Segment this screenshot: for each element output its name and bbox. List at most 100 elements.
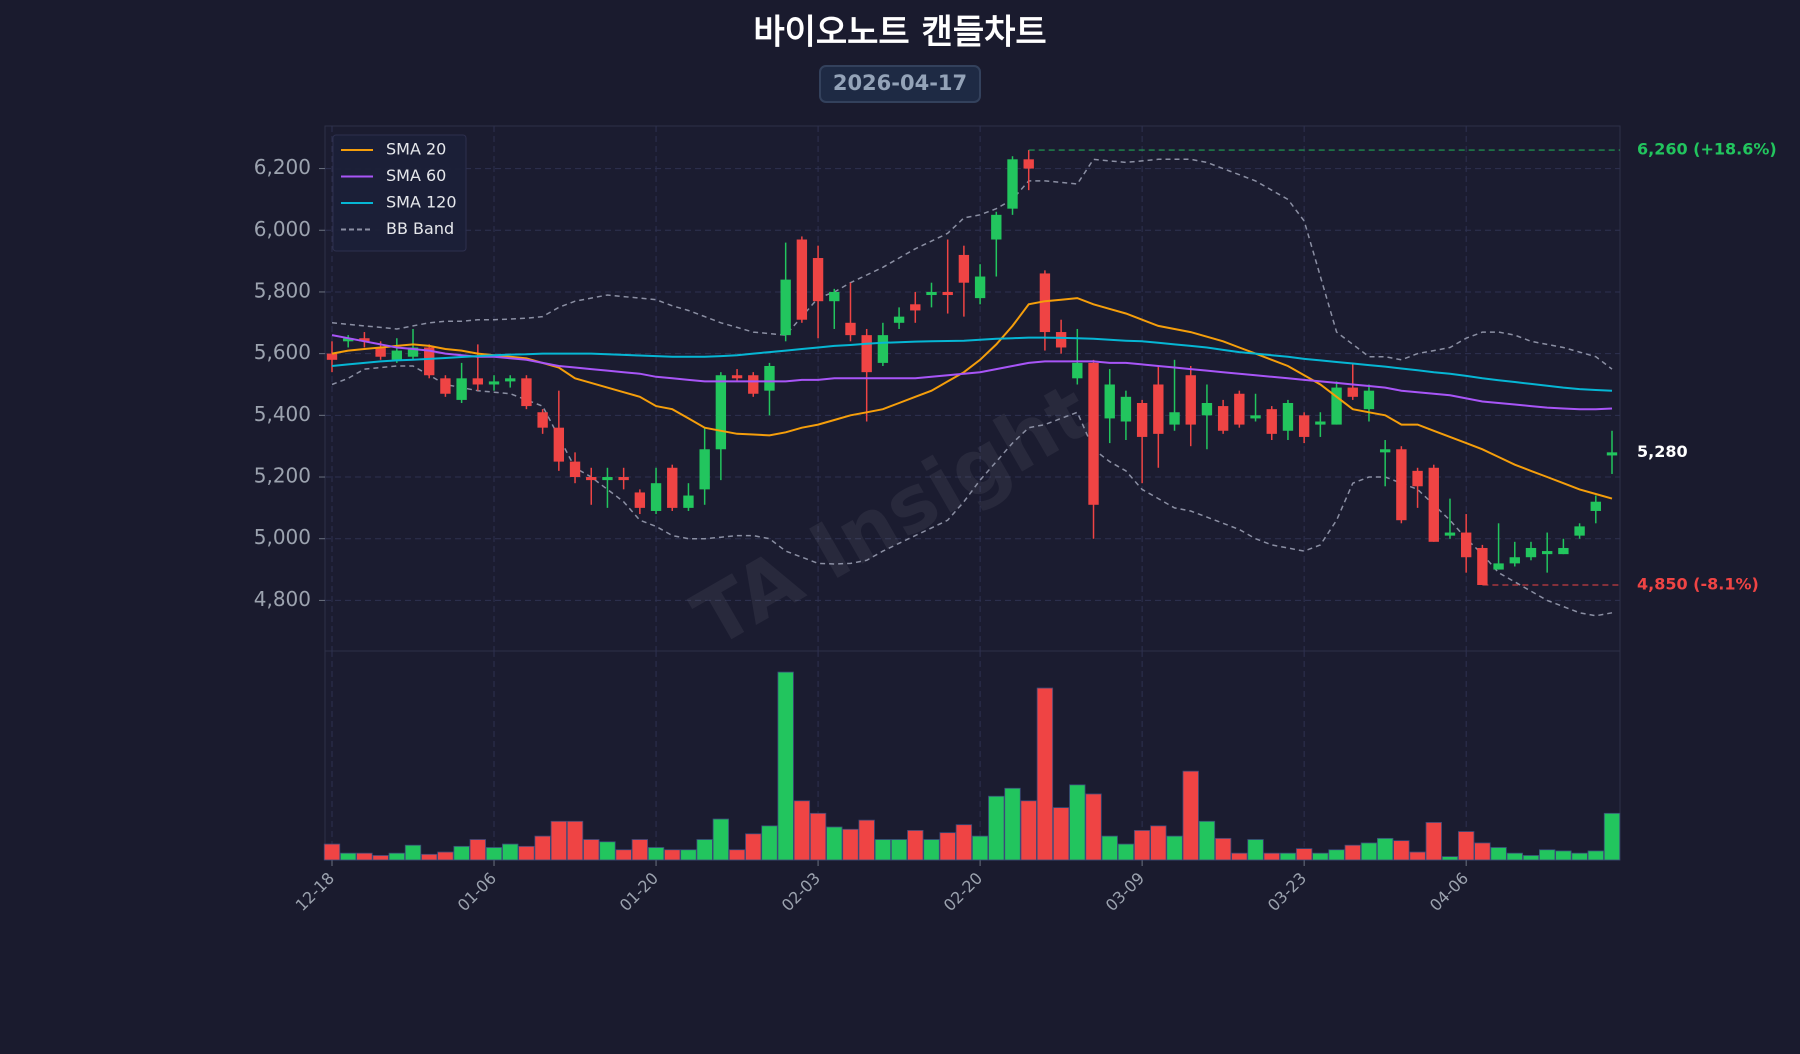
volume-bar	[1004, 787, 1021, 861]
volume-bar	[809, 812, 827, 861]
volume-bar	[1085, 793, 1102, 861]
candle-body	[602, 477, 613, 481]
candle-body	[748, 375, 759, 394]
volume-bar	[1425, 822, 1442, 861]
volume-bar	[988, 795, 1005, 861]
candle-body	[1250, 415, 1261, 419]
y-tick-label: 6,000	[254, 217, 311, 241]
y-tick-label: 6,200	[254, 155, 311, 179]
volume-bar	[1571, 852, 1588, 861]
volume-bar	[437, 851, 454, 861]
volume-bar	[372, 855, 389, 861]
level-label: 5,280	[1637, 442, 1688, 461]
volume-bar	[1458, 831, 1475, 861]
candle-body	[893, 316, 905, 323]
candle-body	[1169, 412, 1180, 425]
candle-body	[1072, 362, 1083, 379]
volume-bar	[955, 824, 973, 861]
candle-body	[1007, 159, 1018, 209]
y-tick-label: 5,800	[254, 278, 311, 302]
volume-bar	[1409, 851, 1426, 861]
volume-bar	[1441, 856, 1459, 861]
candle-body	[375, 347, 386, 357]
volume-bar	[1036, 687, 1054, 861]
volume-bar	[534, 835, 551, 861]
candle-body	[505, 378, 516, 382]
volume-bar	[1117, 843, 1135, 861]
sma-line	[331, 336, 1613, 392]
candle-body	[1347, 387, 1358, 397]
volume-bar	[826, 826, 843, 861]
volume-bar	[858, 819, 875, 861]
volume-bar	[502, 843, 519, 861]
candle-body	[1558, 547, 1569, 555]
volume-bar	[404, 844, 422, 861]
candle-body	[650, 483, 662, 511]
volume-bar	[664, 849, 681, 861]
candle-body	[1574, 526, 1585, 536]
candle-body	[1460, 532, 1472, 558]
price-panel	[324, 125, 1621, 652]
candle-body	[586, 477, 597, 481]
candle-body	[926, 291, 937, 296]
candle-body	[440, 378, 451, 394]
candle-body	[1136, 402, 1148, 437]
volume-bar	[1393, 840, 1410, 861]
volume-bar	[939, 832, 956, 861]
volume-bar	[388, 852, 405, 861]
candle-body	[958, 254, 970, 283]
candle-body	[456, 378, 467, 400]
volume-bar	[615, 849, 632, 861]
candle-body	[861, 335, 872, 373]
volume-bar	[1506, 852, 1523, 861]
marks: 6,260 (+18.6%) 5,280 4,850 (-8.1%)	[323, 140, 1777, 861]
volume-bar	[583, 839, 600, 861]
candle-body	[1104, 384, 1115, 419]
volume-bar	[1214, 837, 1232, 861]
volume-bar	[1603, 812, 1621, 861]
candle-body	[391, 350, 402, 360]
candle-body	[537, 412, 548, 428]
candle-body	[1055, 332, 1067, 348]
volume-bar	[728, 849, 746, 861]
candle-body	[1023, 159, 1034, 169]
candle-body	[796, 239, 808, 320]
y-tick-label: 5,400	[254, 402, 311, 426]
candle-body	[1201, 402, 1213, 416]
volume-bar	[1150, 825, 1167, 861]
candle-body	[1153, 384, 1164, 434]
volume-bar	[1052, 807, 1070, 861]
volume-bar	[680, 849, 697, 861]
candle-body	[424, 347, 435, 376]
candle-body	[667, 467, 678, 508]
volume-bar	[907, 829, 924, 861]
volume-bar	[1247, 839, 1264, 861]
volume-bar	[1166, 835, 1183, 861]
volume-bar	[971, 835, 989, 861]
candle-body	[829, 291, 840, 302]
legend-label: SMA 120	[386, 193, 457, 212]
candle-body	[359, 338, 370, 342]
legend-label: BB Band	[386, 219, 454, 238]
candle-body	[845, 322, 856, 336]
volume-bar	[518, 845, 535, 861]
volume-bar	[1328, 849, 1345, 861]
candle-body	[1509, 557, 1520, 564]
bb-lower	[331, 365, 1613, 617]
volume-bar	[485, 847, 503, 861]
volume-bar	[421, 853, 438, 861]
candle-body	[1396, 449, 1407, 521]
candle-body	[1120, 396, 1132, 422]
candle-body	[1363, 390, 1375, 410]
chart-title: 바이오노트 캔들차트	[753, 13, 1046, 53]
volume-bar	[340, 852, 357, 861]
chart-subtitle: 2026-04-17	[833, 71, 967, 95]
legend: SMA 20 SMA 60 SMA 120 BB Band	[332, 134, 467, 252]
volume-bar	[647, 847, 665, 861]
volume-bar	[1263, 852, 1280, 861]
volume-bar	[1360, 842, 1378, 861]
candle-body	[553, 427, 565, 462]
candle-body	[634, 492, 646, 508]
volume-bar	[469, 839, 486, 861]
